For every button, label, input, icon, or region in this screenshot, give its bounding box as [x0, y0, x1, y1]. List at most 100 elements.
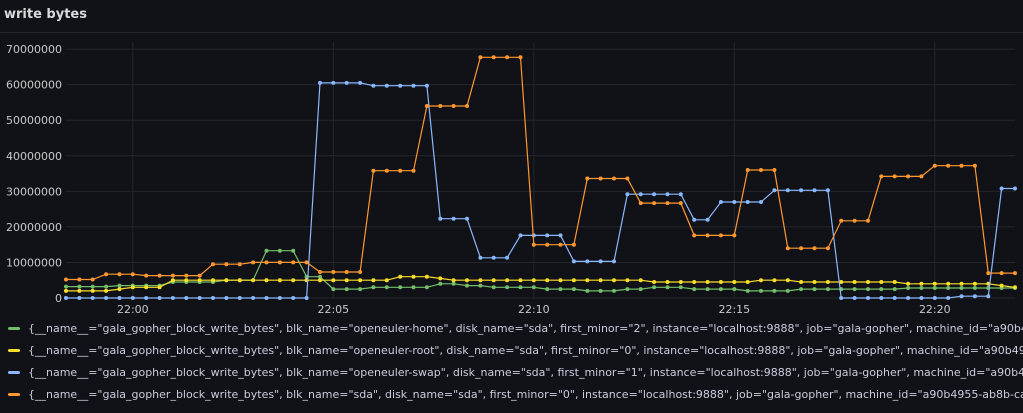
panel-title[interactable]: write bytes: [4, 7, 87, 22]
legend-swatch: [8, 392, 20, 396]
data-point: [972, 286, 977, 290]
data-point: [90, 296, 95, 300]
data-point: [652, 201, 657, 206]
data-point: [959, 281, 964, 286]
data-point: [371, 285, 376, 290]
data-point: [90, 288, 95, 293]
data-point: [411, 274, 416, 279]
data-point: [170, 278, 175, 283]
data-point: [237, 262, 242, 267]
data-point: [64, 296, 68, 300]
data-point: [451, 216, 456, 221]
data-point: [932, 286, 937, 290]
data-point: [906, 174, 911, 179]
data-point: [104, 272, 109, 277]
y-tick-label: 70000000: [6, 43, 62, 56]
data-point: [451, 104, 456, 108]
data-point: [692, 233, 697, 238]
data-point: [879, 174, 884, 179]
data-point: [718, 200, 723, 204]
y-tick-label: 20000000: [6, 221, 62, 234]
data-point: [358, 80, 363, 85]
data-point: [211, 296, 215, 300]
data-point: [291, 296, 296, 300]
data-point: [625, 287, 630, 292]
data-point: [825, 280, 830, 284]
data-point: [665, 285, 670, 290]
data-point: [812, 287, 817, 292]
legend-item[interactable]: {__name__="gala_gopher_block_write_bytes…: [8, 384, 1023, 404]
legend-item[interactable]: {__name__="gala_gopher_block_write_bytes…: [8, 340, 1023, 360]
y-tick-label: 30000000: [6, 185, 62, 198]
data-point: [638, 278, 643, 283]
data-point: [184, 278, 189, 283]
data-point: [558, 278, 563, 283]
x-tick-label: 22:10: [518, 303, 550, 316]
data-point: [692, 287, 697, 292]
data-point: [825, 188, 830, 193]
data-point: [277, 248, 282, 253]
data-point: [157, 285, 162, 290]
data-point: [585, 176, 590, 181]
data-point: [224, 262, 229, 267]
data-point: [251, 260, 256, 265]
data-point: [919, 286, 924, 290]
data-point: [424, 274, 429, 279]
data-point: [291, 278, 296, 283]
data-point: [718, 287, 723, 292]
data-point: [1013, 285, 1017, 290]
data-point: [959, 294, 964, 299]
data-point: [839, 218, 844, 223]
data-point: [77, 284, 82, 289]
data-point: [812, 188, 817, 193]
data-point: [852, 218, 857, 223]
data-point: [545, 233, 550, 238]
data-point: [371, 83, 376, 88]
data-point: [598, 288, 603, 293]
data-point: [571, 287, 576, 292]
data-point: [906, 286, 911, 290]
data-point: [879, 287, 884, 292]
data-point: [732, 287, 737, 292]
data-point: [424, 104, 429, 108]
data-point: [277, 278, 282, 283]
data-point: [318, 270, 322, 274]
series-line-1: [66, 276, 1016, 292]
data-point: [184, 296, 189, 300]
data-point: [585, 278, 590, 283]
data-point: [144, 296, 149, 300]
data-point: [344, 287, 349, 292]
data-point: [478, 55, 483, 60]
data-point: [558, 242, 563, 247]
data-point: [772, 168, 777, 172]
data-point: [237, 296, 242, 300]
data-point: [972, 294, 977, 299]
y-tick-label: 10000000: [6, 256, 62, 269]
data-point: [932, 163, 937, 168]
data-point: [785, 278, 790, 283]
data-point: [759, 288, 763, 293]
data-point: [852, 287, 857, 292]
data-point: [732, 233, 737, 238]
data-point: [157, 296, 162, 300]
legend-item[interactable]: {__name__="gala_gopher_block_write_bytes…: [8, 318, 1023, 338]
data-point: [665, 201, 670, 206]
legend-label: {__name__="gala_gopher_block_write_bytes…: [28, 321, 1023, 335]
data-point: [331, 287, 336, 292]
data-point: [612, 288, 616, 293]
data-point: [491, 285, 496, 290]
data-point: [799, 246, 804, 251]
legend-item[interactable]: {__name__="gala_gopher_block_write_bytes…: [8, 362, 1023, 382]
data-point: [558, 287, 563, 292]
data-point: [652, 192, 657, 197]
data-point: [892, 287, 897, 292]
data-point: [799, 287, 804, 292]
data-point: [291, 260, 296, 265]
data-point: [170, 296, 175, 300]
data-point: [104, 284, 109, 289]
data-point: [638, 287, 643, 292]
data-point: [304, 260, 309, 265]
data-point: [919, 296, 924, 300]
data-point: [491, 255, 496, 260]
data-point: [906, 281, 911, 286]
